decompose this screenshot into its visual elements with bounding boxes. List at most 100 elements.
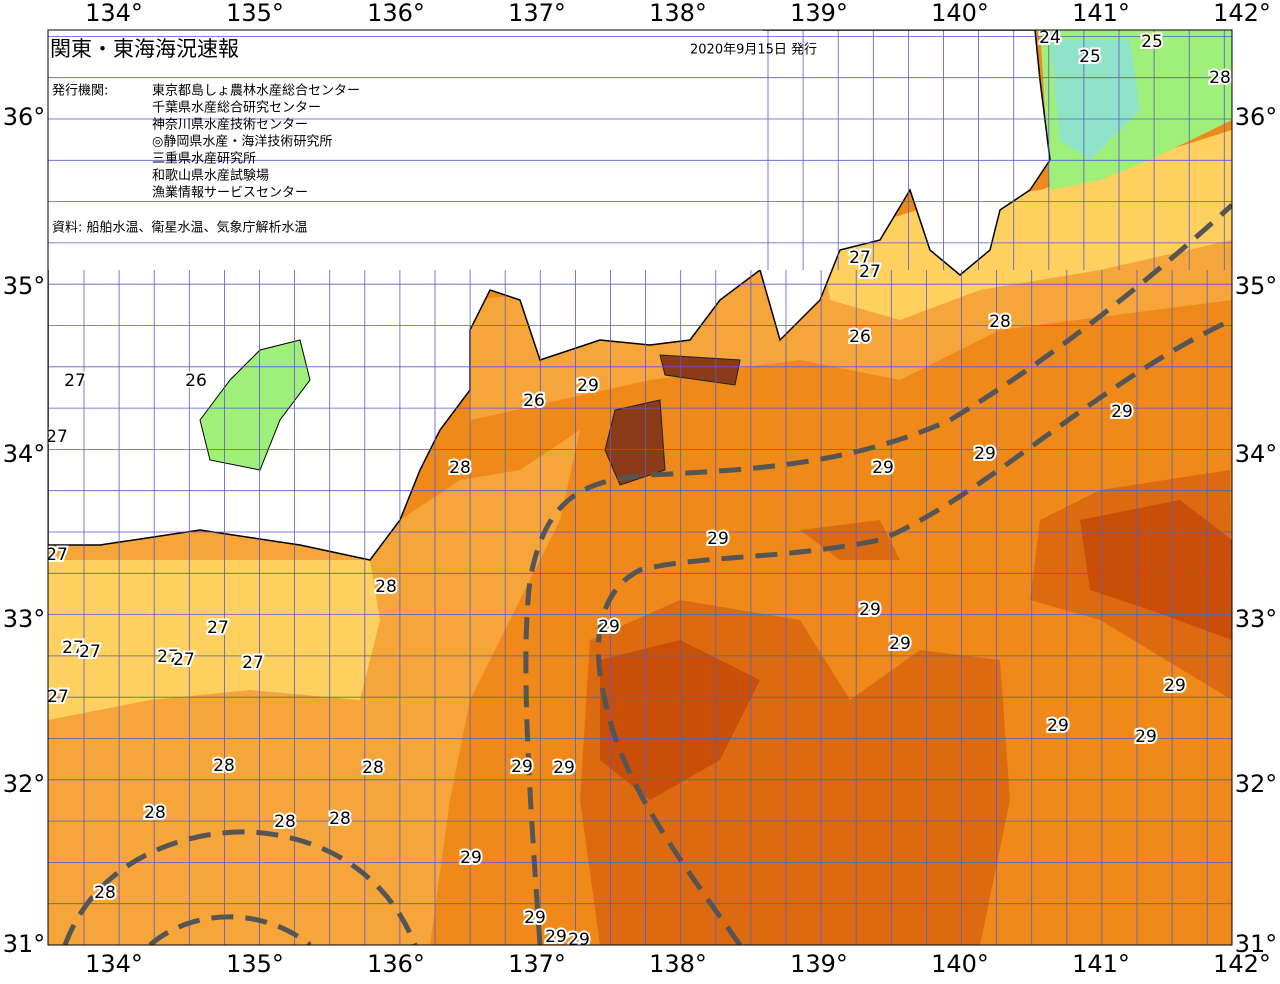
contour-label: 29 xyxy=(1164,676,1186,696)
contour-label: 29 xyxy=(553,758,575,778)
eddy-path xyxy=(148,914,312,945)
contour-label: 29 xyxy=(511,757,533,777)
contour-label: 28 xyxy=(213,756,235,776)
contour-label: 29 xyxy=(545,927,567,947)
latitude-label: 36° xyxy=(3,103,46,131)
longitude-label: 138° xyxy=(649,950,707,978)
contour-label: 29 xyxy=(1135,727,1157,747)
contour-label: 29 xyxy=(707,529,729,549)
contour-label: 28 xyxy=(362,758,384,778)
cold-patch xyxy=(604,399,666,486)
sea-30 xyxy=(600,640,760,800)
longitude-label: 139° xyxy=(790,950,848,978)
contour-label: 27 xyxy=(79,642,101,662)
bay-26 xyxy=(199,339,311,471)
contour-label: 27 xyxy=(46,427,68,447)
longitude-label: 139° xyxy=(790,0,848,27)
title: 関東・東海海況速報 xyxy=(50,37,239,61)
latitude-label: 33° xyxy=(3,605,46,633)
contour-label: 29 xyxy=(859,600,881,620)
contour-label: 28 xyxy=(144,803,166,823)
contour-label: 28 xyxy=(989,312,1011,332)
contour-label: 28 xyxy=(94,883,116,903)
longitude-label: 136° xyxy=(367,950,425,978)
contour-label: 29 xyxy=(889,634,911,654)
latitude-label: 32° xyxy=(3,770,46,798)
contour-label: 27 xyxy=(64,371,86,391)
contour-label: 28 xyxy=(375,577,397,597)
institution: ◎静岡県水産・海洋技術研究所 xyxy=(152,134,332,150)
latitude-label: 32° xyxy=(1235,770,1278,798)
contour-label: 25 xyxy=(1079,47,1101,67)
sea-27 xyxy=(820,130,1232,320)
grid xyxy=(48,30,1232,945)
latitude-label: 31° xyxy=(1235,930,1278,958)
sea-30 xyxy=(1080,500,1232,640)
contour-label: 24 xyxy=(1039,28,1061,48)
contour-label: 25 xyxy=(1141,32,1163,52)
contour-label: 26 xyxy=(849,327,871,347)
contour-label: 29 xyxy=(1047,716,1069,736)
institution: 和歌山県水産試験場 xyxy=(152,168,269,184)
longitude-label: 134° xyxy=(85,950,143,978)
latitude-label: 35° xyxy=(1235,272,1278,300)
latitude-label: 34° xyxy=(1235,440,1278,468)
longitude-label: 135° xyxy=(226,0,284,27)
longitude-label: 135° xyxy=(226,950,284,978)
longitude-label: 140° xyxy=(931,950,989,978)
contour-label: 27 xyxy=(207,618,229,638)
issue-date: 2020年9月15日 発行 xyxy=(690,43,817,58)
longitude-label: 134° xyxy=(85,0,143,27)
longitude-label: 138° xyxy=(649,0,707,27)
contour-label: 29 xyxy=(524,908,546,928)
eddy-path xyxy=(62,829,418,945)
contour-label: 27 xyxy=(47,687,69,707)
contour-label: 26 xyxy=(523,391,545,411)
contour-label: 29 xyxy=(1111,402,1133,422)
contour-label: 28 xyxy=(274,812,296,832)
latitude-label: 33° xyxy=(1235,605,1278,633)
publisher-label: 発行機関: xyxy=(52,84,108,99)
contour-label: 27 xyxy=(173,650,195,670)
longitude-label: 141° xyxy=(1072,0,1130,27)
axes: 134° 134° 135° 135° 136° 136° 137° 137° 138° 138°… xyxy=(3,0,1278,978)
latitude-label: 35° xyxy=(3,272,46,300)
contour-label: 27 xyxy=(62,638,84,658)
contour-label: 26 xyxy=(185,371,207,391)
current-path xyxy=(595,317,1232,945)
contour-label: 29 xyxy=(974,444,996,464)
institutions: 東京都島しょ農林水産総合センター千葉県水産総合研究センター神奈川県水産技術センタ… xyxy=(152,83,360,201)
sea-29-warm xyxy=(800,520,900,560)
institution: 神奈川県水産技術センター xyxy=(152,117,308,133)
institution: 東京都島しょ農林水産総合センター xyxy=(152,83,360,99)
current-path xyxy=(523,203,1232,945)
map-frame xyxy=(47,29,1233,946)
latitude-label: 36° xyxy=(1235,103,1278,131)
source: 資料: 船舶水温、衛星水温、気象庁解析水温 xyxy=(52,220,308,236)
longitude-label: 140° xyxy=(931,0,989,27)
contour-label: 29 xyxy=(460,848,482,868)
contour-label: 27 xyxy=(242,653,264,673)
latitude-label: 31° xyxy=(3,930,46,958)
contour-label: 28 xyxy=(329,809,351,829)
legend-box xyxy=(48,30,763,270)
longitude-label: 137° xyxy=(508,950,566,978)
contour-label: 29 xyxy=(568,930,590,950)
contour-label: 29 xyxy=(598,617,620,637)
contour-label: 27 xyxy=(46,545,68,565)
contour-label: 27 xyxy=(157,647,179,667)
contour-label: 29 xyxy=(872,458,894,478)
contour-label: 27 xyxy=(849,248,871,268)
sea-27 xyxy=(48,560,380,720)
latitude-label: 34° xyxy=(3,440,46,468)
sea-25 xyxy=(1050,40,1140,160)
longitude-label: 136° xyxy=(367,0,425,27)
institution: 千葉県水産総合研究センター xyxy=(152,100,321,116)
cold-patch xyxy=(659,354,741,386)
contour-label: 28 xyxy=(1209,68,1231,88)
contour-label: 28 xyxy=(449,458,471,478)
institution: 三重県水産研究所 xyxy=(152,151,256,167)
